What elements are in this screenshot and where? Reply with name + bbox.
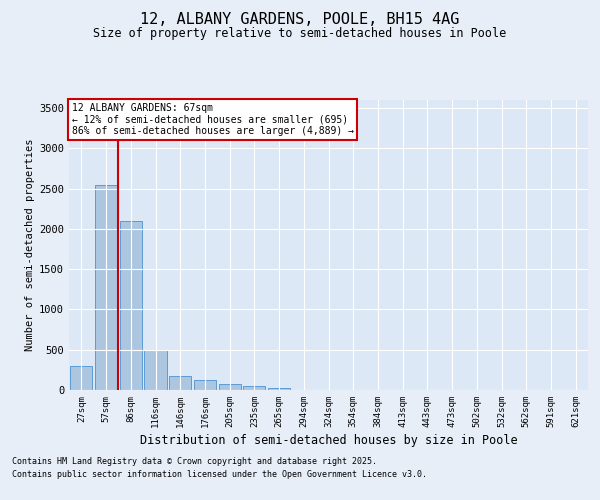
Bar	[268, 388, 290, 390]
Text: Contains public sector information licensed under the Open Government Licence v3: Contains public sector information licen…	[12, 470, 427, 479]
Text: Size of property relative to semi-detached houses in Poole: Size of property relative to semi-detach…	[94, 28, 506, 40]
Bar	[145, 350, 167, 390]
Text: Contains HM Land Registry data © Crown copyright and database right 2025.: Contains HM Land Registry data © Crown c…	[12, 458, 377, 466]
X-axis label: Distribution of semi-detached houses by size in Poole: Distribution of semi-detached houses by …	[140, 434, 517, 447]
Bar	[169, 376, 191, 390]
Bar	[194, 380, 216, 390]
Text: 12 ALBANY GARDENS: 67sqm
← 12% of semi-detached houses are smaller (695)
86% of : 12 ALBANY GARDENS: 67sqm ← 12% of semi-d…	[71, 103, 353, 136]
Bar	[119, 221, 142, 390]
Bar	[218, 384, 241, 390]
Bar	[70, 366, 92, 390]
Text: 12, ALBANY GARDENS, POOLE, BH15 4AG: 12, ALBANY GARDENS, POOLE, BH15 4AG	[140, 12, 460, 28]
Bar	[243, 386, 265, 390]
Bar	[95, 184, 117, 390]
Y-axis label: Number of semi-detached properties: Number of semi-detached properties	[25, 138, 35, 352]
